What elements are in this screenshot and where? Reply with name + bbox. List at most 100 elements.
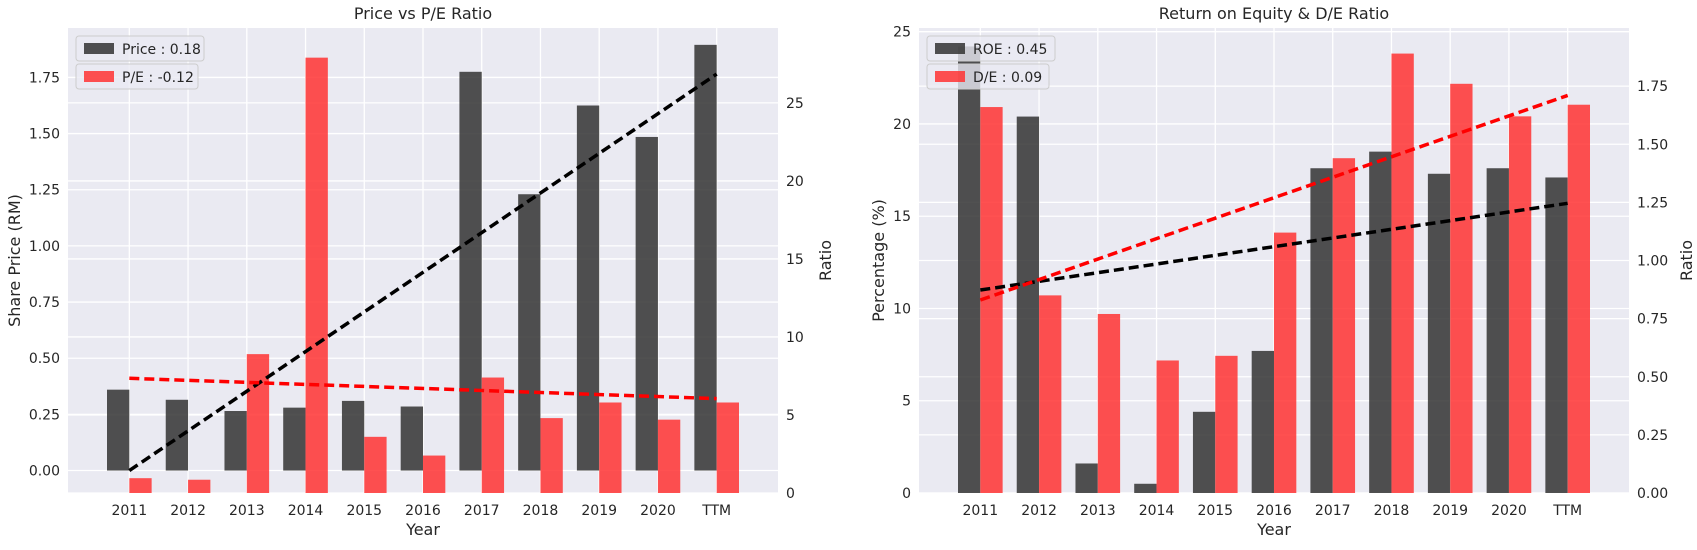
chart-2: 2011 2012 2013 2014 2015 2016 2017 2018 2019 2020…: [869, 4, 1696, 539]
bar-red-2018: [540, 418, 563, 493]
bar-dark-2019: [576, 105, 600, 471]
y-right-axis-label: Ratio: [1677, 240, 1696, 281]
bar-dark-2020: [635, 136, 658, 471]
x-tick-label: 2020: [640, 503, 676, 519]
x-tick-label: 2012: [1021, 503, 1057, 519]
bar-red-2017: [481, 377, 505, 493]
y-left-tick-label: 0.00: [29, 464, 60, 480]
x-tick-label: 2014: [288, 503, 324, 519]
legend-box: [75, 63, 199, 90]
y-right-tick-label: 10: [786, 330, 804, 346]
bar-red-2012: [188, 479, 211, 493]
y-right-tick-label: 0.25: [1637, 428, 1668, 444]
x-tick-label: 2012: [170, 503, 206, 519]
y-right-tick-label: 5: [786, 408, 795, 424]
bar-dark-2018: [518, 194, 541, 471]
legend-label: D/E : 0.09: [973, 70, 1042, 86]
legend-label: ROE : 0.45: [973, 42, 1047, 58]
legend-swatch: [84, 43, 114, 54]
x-tick-label: TTM: [1552, 503, 1582, 519]
bar-dark-2020: [1486, 168, 1509, 493]
bar-red-2011: [129, 478, 152, 493]
y-left-tick-label: 5: [902, 394, 911, 410]
legend-swatch: [935, 71, 965, 82]
y-left-tick-label: 20: [893, 117, 911, 133]
x-tick-label: 2018: [1374, 503, 1410, 519]
x-tick-label: 2011: [111, 503, 147, 519]
x-tick-label: 2013: [1080, 503, 1116, 519]
trendline-red: [129, 376, 717, 401]
x-tick-label: 2018: [523, 503, 559, 519]
y-right-tick-label: 1.75: [1637, 79, 1668, 95]
x-tick-label: 2011: [962, 503, 998, 519]
legend-swatch: [84, 71, 114, 82]
y-left-tick-label: 1.00: [29, 239, 60, 255]
y-left-axis-label: Percentage (%): [869, 199, 888, 322]
bar-red-2014: [1156, 360, 1179, 493]
bar-red-2015: [1215, 355, 1238, 493]
x-tick-label: 2014: [1139, 503, 1175, 519]
trendline-dark: [980, 201, 1568, 292]
bar-dark-2015: [341, 400, 365, 471]
legend-dark: Price : 0.18: [75, 35, 205, 62]
y-left-tick-label: 25: [893, 25, 911, 41]
bar-red-2016: [423, 455, 446, 493]
y-left-tick-label: 0.75: [29, 295, 60, 311]
bar-dark-2017: [1310, 168, 1333, 493]
bar-red-2020: [657, 419, 681, 493]
y-right-tick-label: 0: [786, 486, 795, 502]
chart-1: 2011 2012 2013 2014 2015 2016 2017 2018 2019 2020…: [5, 4, 835, 539]
y-right-tick-label: 0.00: [1637, 486, 1668, 502]
x-tick-label: TTM: [701, 503, 731, 519]
bar-dark-2014: [1134, 483, 1157, 493]
x-tick-label: 2016: [405, 503, 441, 519]
y-right-axis-label: Ratio: [816, 240, 835, 281]
bar-dark-2019: [1427, 173, 1451, 493]
y-left-tick-label: 0.25: [29, 407, 60, 423]
bar-red-2019: [1450, 83, 1473, 494]
y-left-axis-label: Share Price (RM): [5, 194, 24, 327]
bar-red-2014: [305, 57, 328, 494]
y-right-tick-label: 1.25: [1637, 195, 1668, 211]
bar-dark-2016: [400, 406, 423, 471]
legend-swatch: [935, 43, 965, 54]
legend-box: [75, 35, 205, 62]
bar-red-TTM: [1567, 104, 1591, 493]
legend-red: P/E : -0.12: [75, 63, 199, 90]
x-tick-label: 2020: [1491, 503, 1527, 519]
bar-dark-2017: [459, 71, 482, 471]
x-tick-label: 2017: [1315, 503, 1351, 519]
y-left-tick-label: 15: [893, 209, 911, 225]
bar-red-2015: [364, 436, 387, 493]
y-right-tick-label: 1.50: [1637, 137, 1668, 153]
bar-dark-TTM: [694, 44, 717, 471]
bar-dark-TTM: [1545, 177, 1568, 493]
bar-dark-2011: [106, 389, 130, 471]
y-right-tick-label: 1.00: [1637, 254, 1668, 270]
y-left-tick-label: 10: [893, 301, 911, 317]
bar-dark-2013: [224, 411, 247, 471]
y-right-tick-label: 0.50: [1637, 370, 1668, 386]
bar-red-2013: [1097, 313, 1121, 493]
bar-dark-2011: [957, 46, 981, 493]
bar-dark-2016: [1251, 350, 1274, 493]
x-axis-label: Year: [405, 520, 440, 539]
bar-red-2016: [1274, 232, 1297, 493]
x-tick-label: 2019: [1432, 503, 1468, 519]
trendline-red: [979, 93, 1569, 302]
y-right-tick-label: 0.75: [1637, 312, 1668, 328]
x-tick-label: 2015: [346, 503, 382, 519]
bar-red-2013: [246, 354, 270, 493]
chart-title: Return on Equity & D/E Ratio: [1159, 4, 1389, 23]
legend-label: P/E : -0.12: [122, 70, 194, 86]
bar-dark-2015: [1192, 411, 1216, 493]
y-left-tick-label: 0.50: [29, 351, 60, 367]
y-left-tick-label: 0: [902, 486, 911, 502]
legend-box: [926, 35, 1056, 62]
bar-red-TTM: [716, 402, 740, 493]
bar-red-2018: [1391, 53, 1414, 493]
y-left-tick-label: 1.25: [29, 183, 60, 199]
bar-dark-2012: [1016, 116, 1040, 494]
bar-dark-2013: [1075, 463, 1098, 493]
